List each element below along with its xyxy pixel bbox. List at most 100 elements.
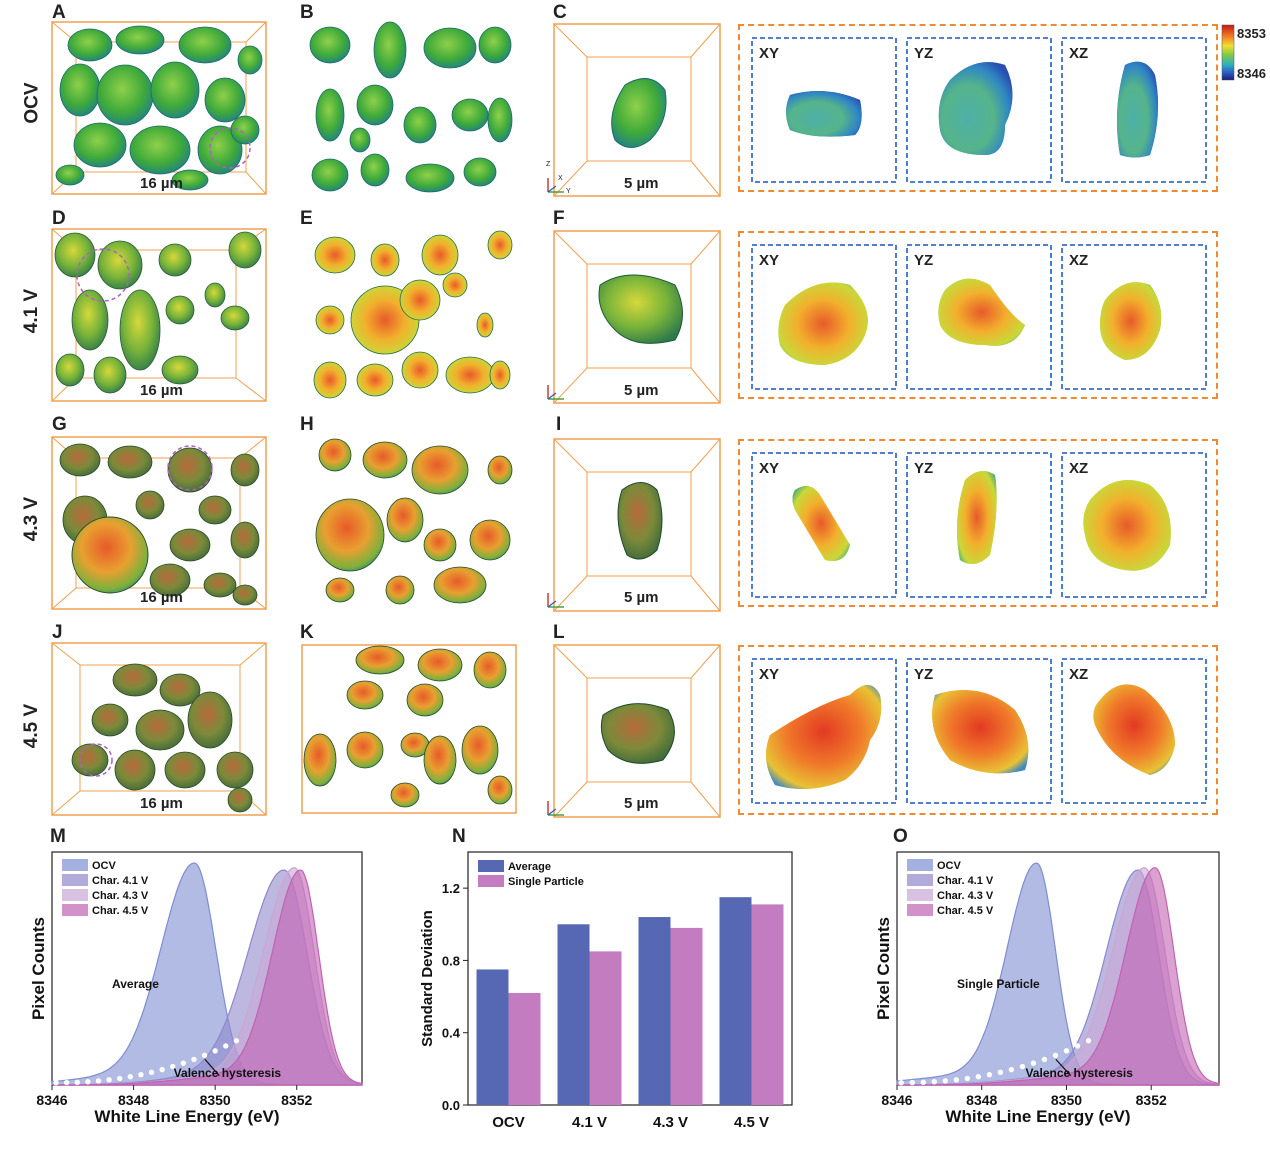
panel-letter-m: M <box>50 826 66 847</box>
y-tick-label: 1.2 <box>442 881 460 896</box>
panel-letter-l: L <box>553 622 565 643</box>
plot-annotation: Single Particle <box>957 977 1040 991</box>
x-tick-label: 8346 <box>881 1092 912 1108</box>
panel-letter-e: E <box>300 208 313 229</box>
hysteresis-dot <box>180 1060 187 1066</box>
legend-label-0: Average <box>508 861 551 873</box>
slice-group-4-5v <box>738 645 1218 815</box>
legend-label-1: Char. 4.1 V <box>92 875 149 887</box>
panel-a-render <box>51 21 267 195</box>
legend-swatch-1 <box>62 874 88 886</box>
hysteresis-dot <box>223 1043 229 1049</box>
slice-label-xy-4-1v: XY <box>759 252 780 269</box>
hysteresis-dot <box>1074 1043 1081 1049</box>
slice-group-4-1v <box>738 231 1218 399</box>
legend-label-2: Char. 4.3 V <box>937 890 994 902</box>
hysteresis-dot <box>942 1078 949 1084</box>
hysteresis-dot <box>1008 1066 1015 1073</box>
legend-swatch-0 <box>62 859 88 871</box>
slice-label-xz-4-3v: XZ <box>1069 460 1089 477</box>
axis-triads <box>547 178 564 816</box>
panel-k-render <box>301 644 517 814</box>
hysteresis-dot <box>85 1079 91 1085</box>
triad-label-x: X <box>558 175 563 182</box>
y-axis-label: Standard Deviation <box>419 910 436 1047</box>
panel-c-render <box>553 23 721 197</box>
legend-swatch-0 <box>478 860 504 872</box>
colorbar-max-label: 8353 <box>1237 26 1266 41</box>
bar-single-particle-3 <box>751 904 784 1105</box>
panel-g-render <box>51 436 267 610</box>
panel-letter-j: J <box>52 622 63 643</box>
hysteresis-dot <box>117 1075 123 1082</box>
chart-n-standard-deviation: OCV 4.1 V 4.3 V 4.5 V 0.0 0.4 0.8 1.2 Standard D… <box>419 851 793 1131</box>
scale-label-i: 5 µm <box>624 589 659 606</box>
y-tick-label: 0.0 <box>442 1098 460 1113</box>
panel-l-render <box>553 644 721 818</box>
hysteresis-dot <box>170 1063 176 1070</box>
panel-letter-o: O <box>893 826 908 847</box>
hysteresis-dot <box>95 1078 102 1084</box>
category-label-2: 4.3 V <box>653 1114 688 1131</box>
category-label-0: OCV <box>492 1114 525 1131</box>
plot-annotation: Average <box>112 977 159 991</box>
series-3-area <box>52 869 363 1086</box>
scale-label-g: 16 µm <box>140 589 183 606</box>
y-axis-label: Pixel Counts <box>874 917 893 1020</box>
hysteresis-dot <box>201 1052 208 1059</box>
slice-label-xz-4-5v: XZ <box>1069 666 1089 683</box>
legend-swatch-1 <box>478 875 504 887</box>
slice-group-ocv <box>738 24 1218 192</box>
hysteresis-dot <box>1063 1048 1070 1054</box>
hysteresis-dot <box>191 1056 197 1063</box>
panel-b-render <box>309 21 513 193</box>
scale-label-l: 5 µm <box>624 795 659 812</box>
y-tick-label: 0.8 <box>442 953 460 968</box>
chart-o-spectra-single-particle: Valence hysteresis 8346 8348 8350 8352 White … <box>874 851 1220 1126</box>
chart-m-spectra-average: Valence hysteresis 8346 8348 8350 8352White … <box>29 851 363 1126</box>
x-tick-label: 8346 <box>36 1092 67 1108</box>
x-axis-label: White Line Energy (eV) <box>945 1107 1130 1126</box>
hysteresis-dot <box>909 1079 915 1086</box>
hysteresis-dot <box>1052 1052 1059 1059</box>
panel-j-render <box>51 642 267 816</box>
slice-label-xz-4-1v: XZ <box>1069 252 1089 269</box>
x-axis-label: White Line Energy (eV) <box>94 1107 279 1126</box>
legend-label-0: OCV <box>92 860 117 872</box>
hysteresis-dot <box>63 1079 70 1086</box>
colorbar-min-label: 8346 <box>1237 66 1266 81</box>
plot-frame <box>467 851 793 1106</box>
legend-label-3: Char. 4.5 V <box>937 905 994 917</box>
category-label-3: 4.5 V <box>734 1114 769 1131</box>
panel-h-render <box>315 438 513 605</box>
hysteresis-dot <box>898 1079 904 1086</box>
hysteresis-dot <box>997 1069 1004 1076</box>
legend-label-1: Single Particle <box>508 876 584 888</box>
scale-label-c: 5 µm <box>624 175 659 192</box>
legend-swatch-3 <box>907 904 933 916</box>
triad-label-y: Y <box>566 188 571 195</box>
slice-group-4-3v <box>738 439 1218 607</box>
slice-label-xy-ocv: XY <box>759 45 780 62</box>
hysteresis-arrow <box>1055 1058 1072 1077</box>
hysteresis-dot <box>920 1079 926 1085</box>
scale-label-d: 16 µm <box>140 382 183 399</box>
x-tick-label: 8348 <box>966 1092 997 1108</box>
hysteresis-label: Valence hysteresis <box>1025 1066 1133 1080</box>
hysteresis-dot <box>148 1069 155 1076</box>
legend-swatch-0 <box>907 859 933 871</box>
x-tick-label: 8350 <box>1051 1092 1082 1108</box>
panel-letter-f: F <box>553 208 565 229</box>
panel-f-render <box>553 230 721 404</box>
x-tick-label: 8348 <box>118 1092 149 1108</box>
panel-letter-k: K <box>300 622 314 643</box>
bar-single-particle-0 <box>508 992 541 1105</box>
scale-label-f: 5 µm <box>624 382 659 399</box>
series-3-area <box>897 867 1220 1086</box>
slice-label-xy-4-5v: XY <box>759 666 780 683</box>
panel-d-render <box>51 228 267 402</box>
hysteresis-dot <box>212 1048 218 1054</box>
panel-letter-n: N <box>452 826 466 847</box>
hysteresis-dot <box>1041 1056 1048 1063</box>
panel-letter-b: B <box>300 2 314 23</box>
